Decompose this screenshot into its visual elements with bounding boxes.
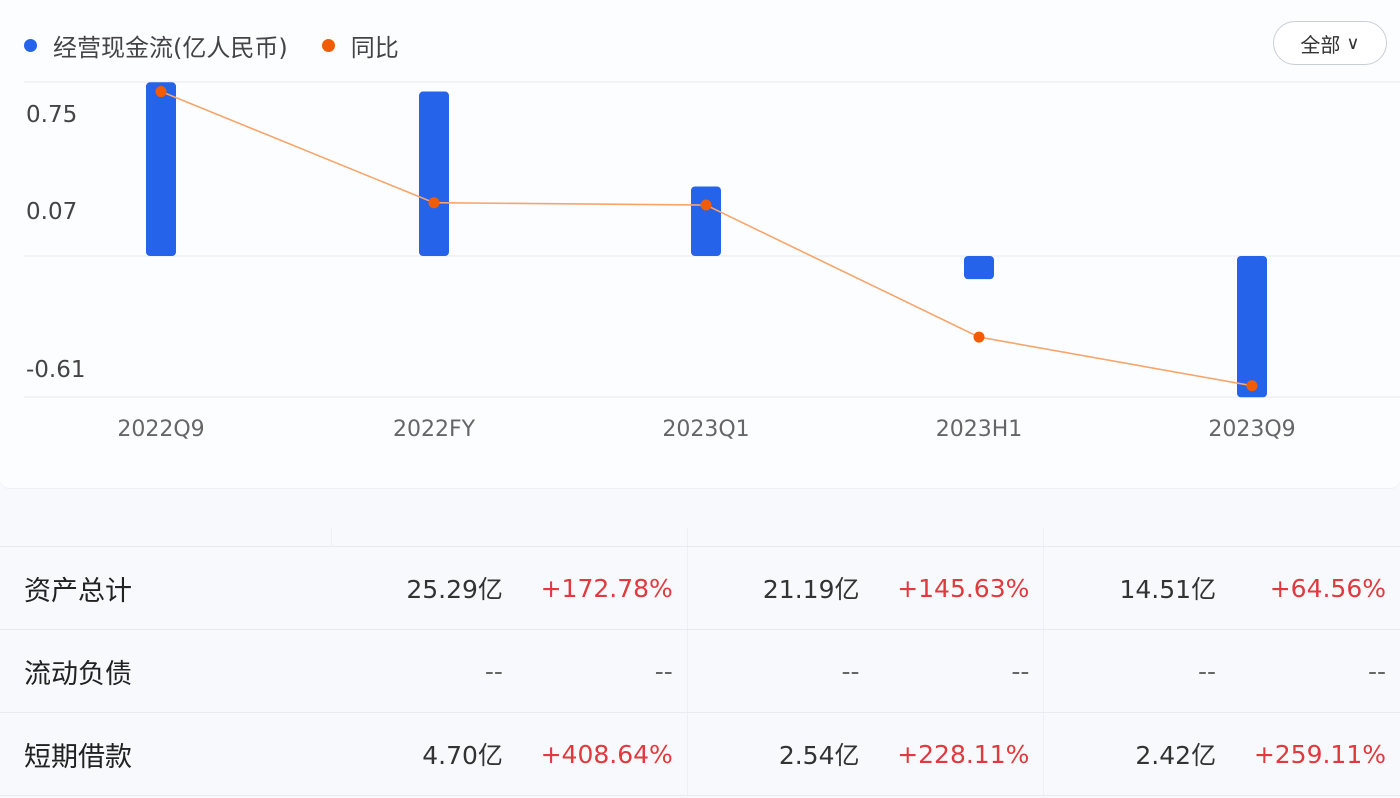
legend-label: 同比 xyxy=(350,34,399,62)
yoy-point xyxy=(428,197,440,209)
cashflow-chart: 0.75 0.07 -0.61 2022Q9 2022FY 2023Q1 2023H1 202… xyxy=(24,81,1400,442)
change-cell: -- xyxy=(502,629,688,713)
legend-item-cashflow[interactable]: 经营现金流(亿人民币) xyxy=(24,28,288,63)
chart-legend: 经营现金流(亿人民币) 同比 xyxy=(24,28,433,63)
value-cell: -- xyxy=(1043,629,1217,713)
value-cell: -- xyxy=(331,629,503,713)
filter-label: 全部 xyxy=(1300,32,1341,57)
yoy-point xyxy=(700,199,712,211)
y-tick-label: 0.75 xyxy=(26,102,77,128)
yoy-point xyxy=(973,331,985,343)
change-cell: -- xyxy=(859,629,1044,713)
bar xyxy=(964,256,994,280)
value-cell: 14.51亿 xyxy=(1043,546,1217,630)
change-cell: +172.78% xyxy=(502,546,688,630)
value-cell: 2.54亿 xyxy=(686,712,860,796)
x-tick-label: 2022Q9 xyxy=(117,417,204,442)
change-cell: +228.11% xyxy=(859,712,1044,796)
bar xyxy=(146,82,176,256)
legend-label: 经营现金流(亿人民币) xyxy=(53,34,288,62)
table-row: 资产总计 25.29亿 +172.78% 21.19亿 +145.63% 14.51… xyxy=(0,546,1400,630)
change-cell: +64.56% xyxy=(1216,546,1400,630)
legend-dot-icon xyxy=(321,39,335,52)
change-cell: -- xyxy=(1216,629,1400,713)
x-tick-label: 2022FY xyxy=(393,417,476,442)
value-cell: 2.42亿 xyxy=(1043,712,1217,796)
period-filter-button[interactable]: 全部 ∨ xyxy=(1273,21,1387,65)
yoy-point xyxy=(1246,380,1258,392)
legend-item-yoy[interactable]: 同比 xyxy=(321,28,399,63)
finance-table: 资产总计 25.29亿 +172.78% 21.19亿 +145.63% 14.51… xyxy=(0,528,1400,796)
table-row: 流动负债 -- -- -- -- -- -- xyxy=(0,629,1400,713)
chart-card: 经营现金流(亿人民币) 同比 全部 ∨ 0.75 0.07 -0.61 2022Q9 20… xyxy=(0,21,1400,489)
x-tick-label: 2023H1 xyxy=(936,417,1023,442)
y-tick-label: -0.61 xyxy=(26,357,86,383)
bar xyxy=(419,91,449,256)
yoy-point xyxy=(155,86,167,98)
value-cell: 4.70亿 xyxy=(331,712,503,796)
x-tick-label: 2023Q9 xyxy=(1208,417,1295,442)
chevron-down-icon: ∨ xyxy=(1346,32,1360,54)
value-cell: 25.29亿 xyxy=(331,546,503,630)
value-cell: 21.19亿 xyxy=(686,546,860,630)
row-label: 流动负债 xyxy=(0,629,332,713)
change-cell: +259.11% xyxy=(1216,712,1400,796)
bar xyxy=(691,186,721,256)
y-tick-label: 0.07 xyxy=(26,199,77,225)
bar xyxy=(1237,256,1267,398)
change-cell: +145.63% xyxy=(859,546,1044,630)
legend-dot-icon xyxy=(24,39,37,52)
table-row: 短期借款 4.70亿 +408.64% 2.54亿 +228.11% 2.42亿 +2… xyxy=(0,712,1400,796)
value-cell: -- xyxy=(686,629,860,713)
x-tick-label: 2023Q1 xyxy=(662,417,749,442)
row-label: 短期借款 xyxy=(0,712,332,796)
change-cell: +408.64% xyxy=(502,712,688,796)
row-label: 资产总计 xyxy=(0,546,332,630)
